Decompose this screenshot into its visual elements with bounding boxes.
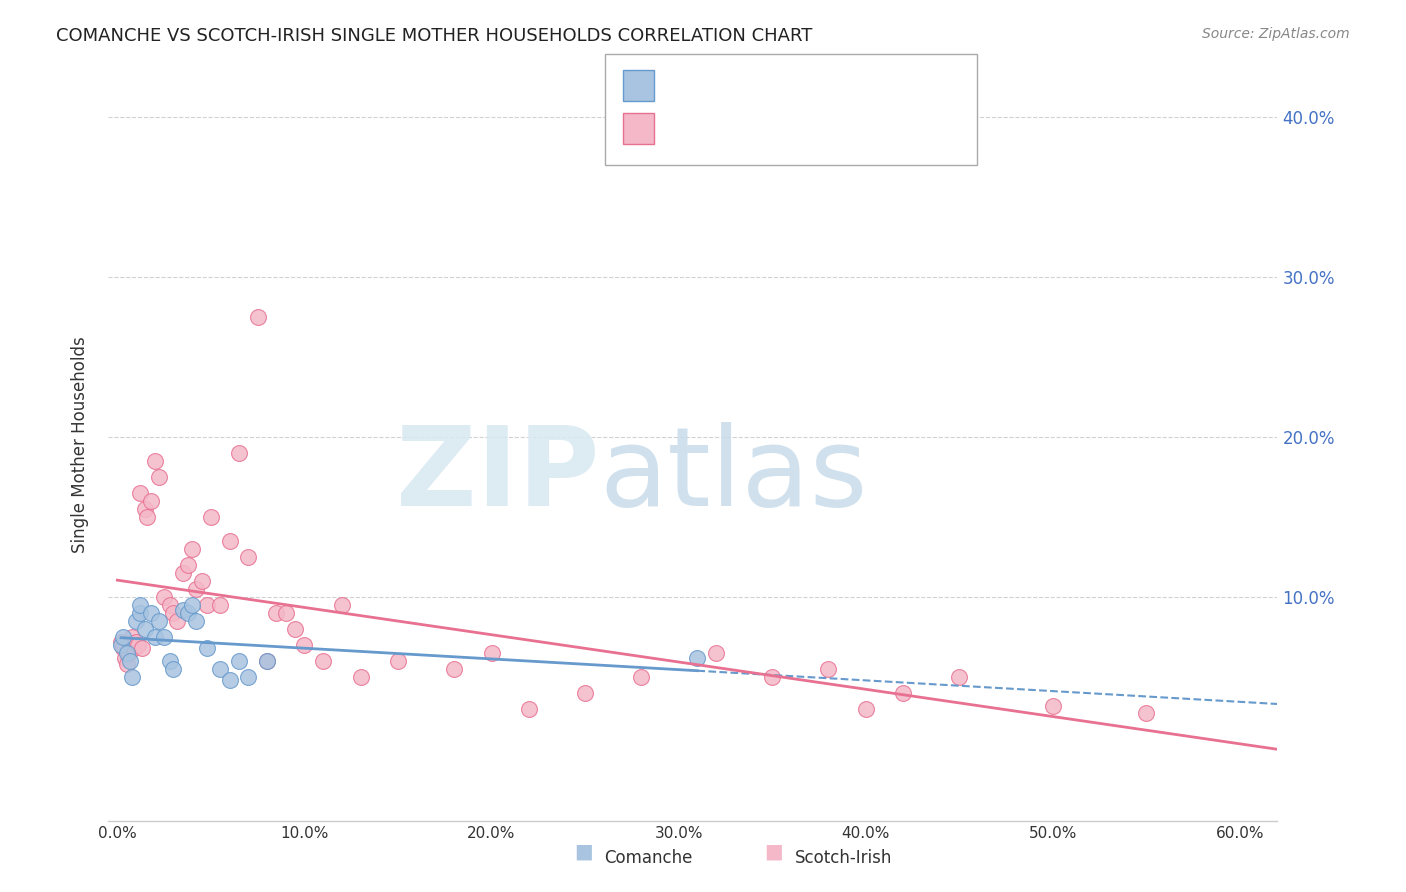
Text: R =: R = xyxy=(662,76,702,94)
Point xyxy=(136,510,159,524)
Point xyxy=(177,558,200,573)
Point xyxy=(1135,706,1157,720)
Text: R =: R = xyxy=(662,119,702,136)
Point xyxy=(184,614,207,628)
Point xyxy=(387,654,409,668)
Point xyxy=(218,534,240,549)
Point xyxy=(125,635,148,649)
Point xyxy=(110,635,132,649)
Point xyxy=(274,606,297,620)
Point xyxy=(209,598,232,612)
Point xyxy=(134,502,156,516)
Point xyxy=(139,606,162,620)
Text: 0.331: 0.331 xyxy=(700,119,763,136)
Point xyxy=(131,641,153,656)
Point xyxy=(312,654,335,668)
Point xyxy=(817,662,839,676)
Point xyxy=(686,651,709,665)
Point xyxy=(228,446,250,460)
Point xyxy=(246,310,269,324)
Y-axis label: Single Mother Households: Single Mother Households xyxy=(72,336,89,553)
Point xyxy=(111,630,134,644)
Point xyxy=(172,603,194,617)
Point xyxy=(128,598,150,612)
Text: atlas: atlas xyxy=(599,422,868,529)
Point xyxy=(121,670,143,684)
Text: N =: N = xyxy=(778,119,817,136)
Point xyxy=(159,598,181,612)
Point xyxy=(209,662,232,676)
Text: N =: N = xyxy=(778,76,817,94)
Point xyxy=(574,686,596,700)
Point xyxy=(159,654,181,668)
Point xyxy=(228,654,250,668)
Point xyxy=(128,486,150,500)
Point xyxy=(127,638,149,652)
Point xyxy=(121,630,143,644)
Point xyxy=(166,614,188,628)
Text: ZIP: ZIP xyxy=(395,422,599,529)
Point xyxy=(128,606,150,620)
Point xyxy=(153,630,176,644)
Point xyxy=(148,470,170,484)
Point xyxy=(256,654,278,668)
Point xyxy=(122,641,145,656)
Point xyxy=(284,622,307,636)
Point xyxy=(294,638,316,652)
Point xyxy=(139,494,162,508)
Point xyxy=(177,606,200,620)
Text: -0.150: -0.150 xyxy=(700,76,765,94)
Point xyxy=(517,702,540,716)
Point xyxy=(330,598,353,612)
Point xyxy=(349,670,371,684)
Point xyxy=(948,670,970,684)
Point xyxy=(704,646,727,660)
Point xyxy=(115,646,138,660)
Point xyxy=(120,654,142,668)
Text: COMANCHE VS SCOTCH-IRISH SINGLE MOTHER HOUSEHOLDS CORRELATION CHART: COMANCHE VS SCOTCH-IRISH SINGLE MOTHER H… xyxy=(56,27,813,45)
Point xyxy=(238,550,260,565)
Point xyxy=(266,606,288,620)
Point xyxy=(153,590,176,604)
Point xyxy=(238,670,260,684)
Point xyxy=(125,614,148,628)
Point xyxy=(200,510,222,524)
Point xyxy=(184,582,207,597)
Text: 55: 55 xyxy=(815,119,841,136)
Text: Comanche: Comanche xyxy=(605,849,693,867)
Point xyxy=(172,566,194,581)
Text: 26: 26 xyxy=(815,76,841,94)
Point xyxy=(195,598,218,612)
Point xyxy=(181,598,204,612)
Point xyxy=(117,646,139,660)
Point xyxy=(120,638,142,652)
Point xyxy=(114,651,136,665)
Point xyxy=(148,614,170,628)
Point xyxy=(143,630,166,644)
Point xyxy=(110,638,132,652)
Point xyxy=(134,622,156,636)
Point xyxy=(190,574,212,589)
Point xyxy=(162,606,184,620)
Point xyxy=(111,641,134,656)
Point xyxy=(115,657,138,672)
Point xyxy=(481,646,503,660)
Text: ▪: ▪ xyxy=(763,838,783,867)
Point xyxy=(891,686,914,700)
Point xyxy=(855,702,877,716)
Point xyxy=(761,670,783,684)
Point xyxy=(181,542,204,557)
Text: ▪: ▪ xyxy=(574,838,593,867)
Point xyxy=(218,673,240,688)
Text: Scotch-Irish: Scotch-Irish xyxy=(794,849,891,867)
Point xyxy=(195,641,218,656)
Point xyxy=(443,662,465,676)
Point xyxy=(1042,699,1064,714)
Point xyxy=(162,662,184,676)
Point xyxy=(256,654,278,668)
Point xyxy=(630,670,652,684)
Text: Source: ZipAtlas.com: Source: ZipAtlas.com xyxy=(1202,27,1350,41)
Point xyxy=(143,454,166,468)
